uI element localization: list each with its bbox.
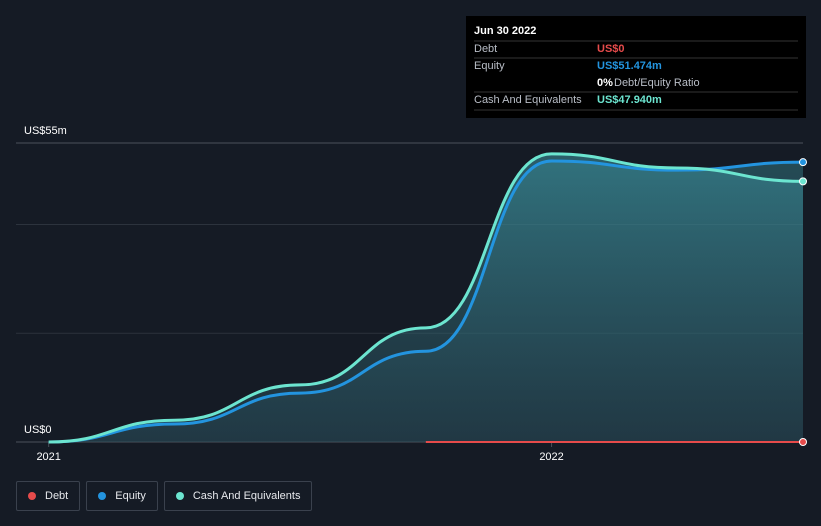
legend-swatch [28,492,36,500]
legend-label: Equity [115,490,146,502]
tooltip-date: Jun 30 2022 [474,25,536,37]
x-tick-label: 2022 [539,451,563,463]
y-tick-label: US$55m [24,125,67,137]
series-line [48,152,804,444]
tooltip-ratio-value: 0% [597,77,613,89]
legend-swatch [98,492,107,500]
legend-label: Debt [45,490,69,502]
tooltip-label: Debt [474,43,497,55]
y-tick-label: US$0 [24,424,52,436]
tooltip-value: US$47.940m [597,94,662,106]
x-tick-label: 2021 [36,451,60,463]
legend-item[interactable]: Debt [16,481,81,511]
tooltip-box [466,16,806,118]
legend-item[interactable]: Cash And Equivalents [163,481,313,511]
tooltip-ratio-label: Debt/Equity Ratio [614,77,700,89]
legend-swatch [175,492,184,500]
tooltip-label: Cash And Equivalents [474,94,582,106]
legend-item[interactable]: Equity [86,481,158,511]
tooltip-value: US$51.474m [597,60,662,72]
legend: Debt Equity Cash And Equivalents [16,481,313,511]
tooltip-value: US$0 [597,43,625,55]
legend-label: Cash And Equivalents [192,490,301,502]
tooltip-label: Equity [474,60,505,72]
series-line [48,159,804,444]
end-marker [799,177,807,186]
end-marker [799,438,807,446]
area-fill [48,160,804,442]
end-marker [799,158,807,167]
